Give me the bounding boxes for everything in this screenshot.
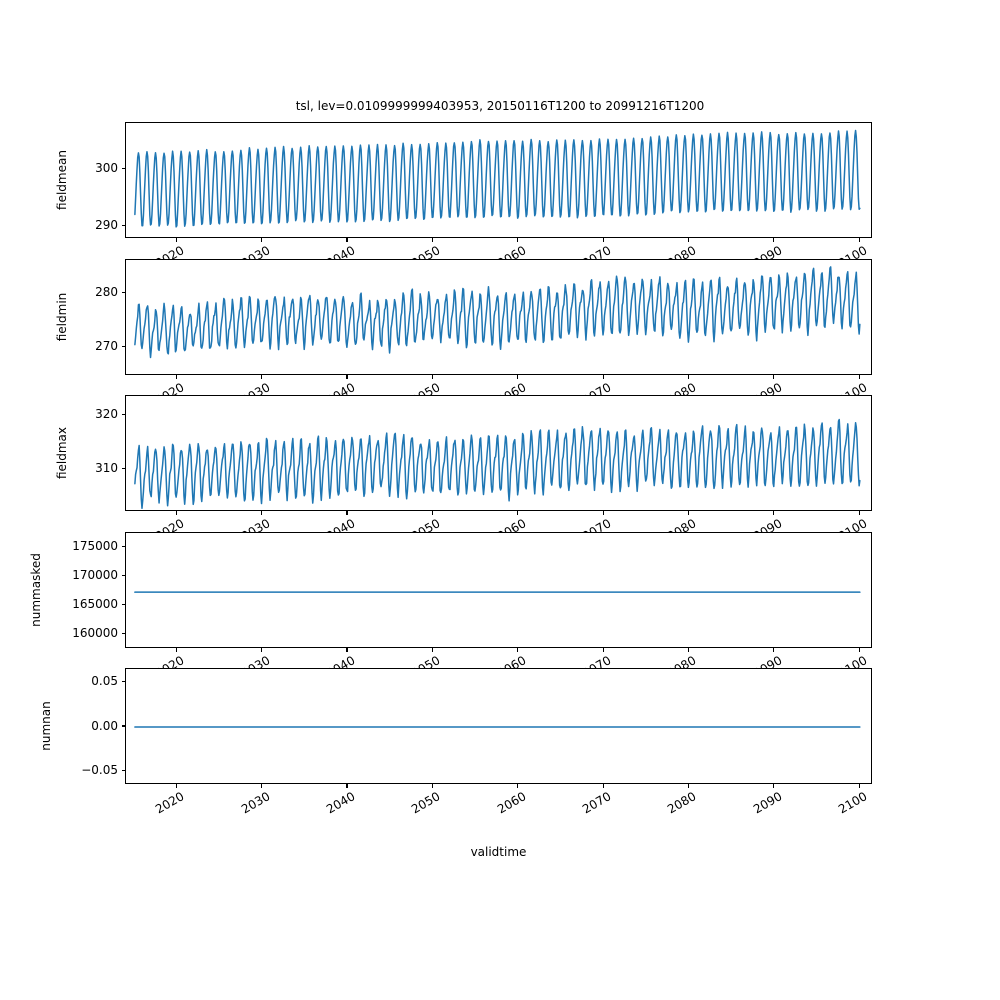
xtick-mark-fieldmin [261,375,263,379]
xtick-label-numnan: 2030 [238,789,273,817]
xtick-mark-nummasked [602,648,604,652]
xtick-mark-fieldmean [346,238,348,242]
xtick-mark-nummasked [431,648,433,652]
ytick-label-numnan: 0.05 [91,673,118,688]
subplot-fieldmin [125,259,872,375]
xtick-mark-nummasked [261,648,263,652]
xtick-label-numnan: 2040 [323,789,358,817]
figure-title: tsl, lev=0.0109999999403953, 20150116T12… [295,99,705,113]
ytick-label-fieldmean: 290 [95,217,118,232]
xtick-mark-nummasked [346,648,348,652]
ytick-label-numnan: 0.00 [91,718,118,733]
xtick-mark-fieldmax [431,511,433,515]
xtick-mark-fieldmean [602,238,604,242]
xtick-mark-numnan [602,784,604,788]
plot-line-fieldmin [134,266,861,359]
xtick-mark-fieldmin [346,375,348,379]
ylabel-fieldmean: fieldmean [55,150,69,210]
ytick-label-fieldmean: 300 [95,161,118,176]
xtick-mark-fieldmin [175,375,177,379]
xtick-mark-fieldmean [261,238,263,242]
subplot-numnan [125,668,872,784]
ylabel-numnan: numnan [39,701,53,751]
xtick-mark-fieldmax [858,511,860,515]
xtick-label-numnan: 2050 [409,789,443,817]
ytick-label-nummasked: 170000 [72,568,118,582]
plot-line-fieldmean [134,129,861,228]
xtick-mark-fieldmin [517,375,519,379]
xtick-mark-numnan [175,784,177,788]
xtick-label-numnan: 2060 [494,789,529,817]
ytick-label-nummasked: 165000 [72,597,118,611]
xtick-mark-fieldmin [431,375,433,379]
subplot-fieldmax [125,395,872,511]
xtick-mark-fieldmin [602,375,604,379]
ytick-label-nummasked: 160000 [72,626,118,640]
xtick-mark-numnan [773,784,775,788]
xtick-mark-nummasked [858,648,860,652]
xtick-mark-fieldmax [773,511,775,515]
xtick-label-numnan: 2020 [153,789,187,817]
xtick-mark-fieldmin [858,375,860,379]
plot-line-numnan [134,726,861,728]
ylabel-fieldmax: fieldmax [55,426,69,480]
xtick-mark-fieldmean [687,238,689,242]
subplot-fieldmean [125,122,872,238]
subplot-nummasked [125,532,872,648]
plot-line-nummasked [134,591,861,593]
xtick-mark-numnan [261,784,263,788]
series-fieldmax [134,418,861,510]
ytick-label-fieldmin: 280 [95,285,118,300]
xtick-mark-fieldmax [175,511,177,515]
xtick-mark-numnan [517,784,519,788]
ytick-label-fieldmax: 310 [95,461,118,476]
xtick-mark-fieldmean [431,238,433,242]
xtick-label-numnan: 2080 [665,789,699,817]
xtick-mark-numnan [431,784,433,788]
xtick-mark-nummasked [517,648,519,652]
xtick-mark-numnan [858,784,860,788]
xtick-mark-fieldmax [602,511,604,515]
xtick-mark-fieldmax [261,511,263,515]
xtick-mark-fieldmin [773,375,775,379]
xtick-label-numnan: 2100 [836,789,870,817]
ytick-label-fieldmin: 270 [95,339,118,354]
ytick-label-fieldmax: 320 [95,407,118,421]
series-fieldmean [134,129,861,228]
ylabel-nummasked: nummasked [29,553,43,627]
xtick-mark-fieldmean [858,238,860,242]
ylabel-fieldmin: fieldmin [55,292,69,342]
xtick-mark-fieldmin [687,375,689,379]
xtick-mark-nummasked [687,648,689,652]
ytick-label-nummasked: 175000 [72,539,118,553]
series-fieldmin [134,266,861,359]
xtick-mark-fieldmax [687,511,689,515]
xtick-mark-fieldmax [346,511,348,515]
xtick-mark-fieldmean [773,238,775,242]
xtick-mark-fieldmean [517,238,519,242]
xtick-mark-nummasked [175,648,177,652]
xtick-mark-numnan [346,784,348,788]
plot-line-fieldmax [134,418,861,510]
xtick-mark-nummasked [773,648,775,652]
xlabel-validtime: validtime [470,845,527,859]
xtick-label-numnan: 2090 [750,789,785,817]
xtick-mark-numnan [687,784,689,788]
xtick-mark-fieldmean [175,238,177,242]
xtick-label-numnan: 2070 [580,789,614,817]
xtick-mark-fieldmax [517,511,519,515]
ytick-label-numnan: −0.05 [81,763,118,778]
